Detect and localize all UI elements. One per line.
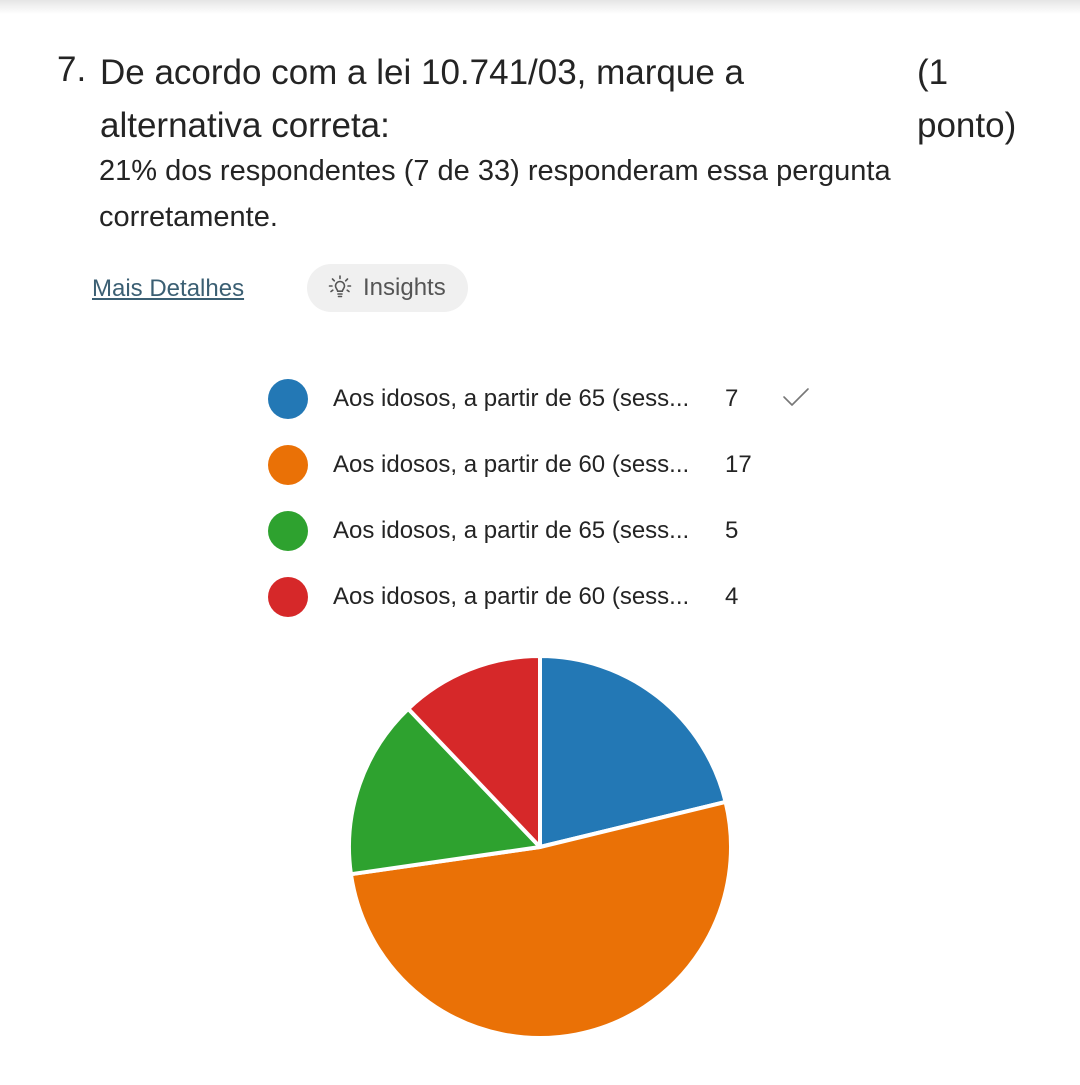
legend-swatch: [268, 511, 308, 551]
pie-slice-1[interactable]: [538, 654, 728, 849]
pie-chart: [340, 648, 740, 1048]
pie-slice-3[interactable]: [347, 706, 542, 877]
legend-item[interactable]: Aos idosos, a partir de 60 (sess... 4: [268, 573, 828, 639]
lightbulb-icon: [325, 273, 355, 303]
question-number: 7.: [57, 50, 87, 89]
question-title: De acordo com a lei 10.741/03, marque a …: [100, 46, 800, 152]
more-details-link[interactable]: Mais Detalhes: [92, 275, 245, 302]
question-points-line1: (1: [917, 53, 949, 92]
legend-item[interactable]: Aos idosos, a partir de 65 (sess... 7: [268, 375, 828, 441]
question-points-line2: ponto): [917, 106, 1017, 145]
legend-count: 5: [725, 517, 739, 544]
check-icon: [781, 383, 811, 413]
question-summary-line2: corretamente.: [99, 201, 278, 233]
legend-item[interactable]: Aos idosos, a partir de 60 (sess... 17: [268, 441, 828, 507]
top-shadow: [0, 0, 1080, 14]
legend-label: Aos idosos, a partir de 65 (sess...: [333, 385, 690, 412]
pie-slice-4[interactable]: [406, 654, 542, 849]
legend-swatch: [268, 577, 308, 617]
legend-count: 7: [725, 385, 739, 412]
insights-label: Insights: [363, 274, 446, 301]
legend-label: Aos idosos, a partir de 60 (sess...: [333, 583, 690, 610]
question-title-line1: De acordo com a lei 10.741/03, marque a: [100, 53, 744, 92]
insights-button[interactable]: Insights: [307, 264, 468, 312]
legend-item[interactable]: Aos idosos, a partir de 65 (sess... 5: [268, 507, 828, 573]
pie-chart-svg: [347, 654, 733, 1040]
legend-count: 4: [725, 583, 739, 610]
chart-legend: Aos idosos, a partir de 65 (sess... 7 Ao…: [268, 375, 828, 639]
legend-label: Aos idosos, a partir de 60 (sess...: [333, 451, 690, 478]
question-summary: 21% dos respondentes (7 de 33) responder…: [99, 148, 999, 240]
legend-count: 17: [725, 451, 752, 478]
question-summary-line1: 21% dos respondentes (7 de 33) responder…: [99, 155, 891, 187]
question-title-line2: alternativa correta:: [100, 106, 390, 145]
question-points: (1 ponto): [917, 46, 1067, 152]
legend-label: Aos idosos, a partir de 65 (sess...: [333, 517, 690, 544]
legend-swatch: [268, 379, 308, 419]
legend-swatch: [268, 445, 308, 485]
